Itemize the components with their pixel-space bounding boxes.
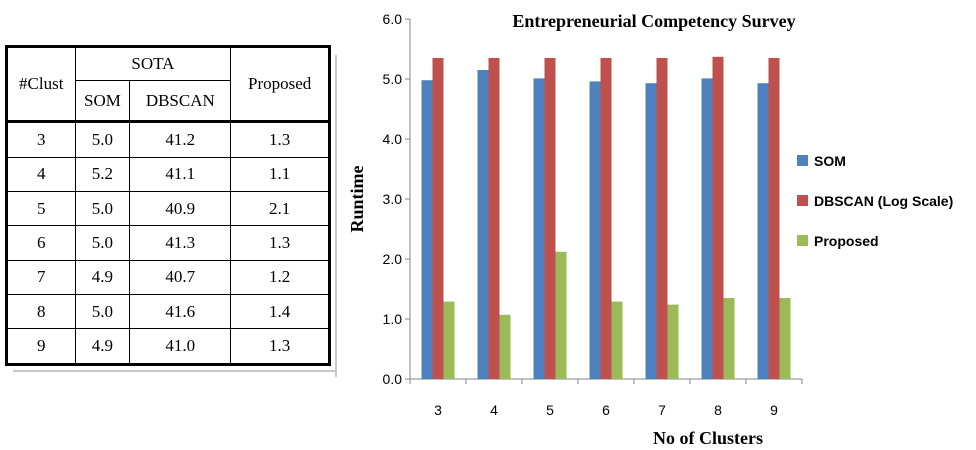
bar-dbscan-log-scale <box>544 58 556 379</box>
cell-proposed: 1.3 <box>230 121 330 158</box>
table-shadow-right <box>335 55 337 377</box>
x-axis-title: No of Clusters <box>653 428 763 448</box>
bar-som <box>421 80 433 379</box>
legend: SOM DBSCAN (Log Scale) Proposed <box>797 153 953 249</box>
y-tick-label: 1.0 <box>383 311 403 327</box>
y-tick-label: 5.0 <box>383 71 403 87</box>
table-row: 9 4.9 41.0 1.3 <box>6 328 330 365</box>
cell-dbscan: 41.0 <box>129 328 232 365</box>
bars <box>421 56 791 380</box>
table-row: 5 5.0 40.9 2.1 <box>6 190 330 227</box>
legend-swatch <box>797 235 808 246</box>
bar-proposed <box>611 301 623 379</box>
legend-label: DBSCAN (Log Scale) <box>814 193 953 209</box>
header-dbscan: DBSCAN <box>129 80 232 123</box>
x-tick-label: 3 <box>434 402 442 418</box>
header-som: SOM <box>74 80 131 123</box>
x-tick-label: 9 <box>770 402 778 418</box>
table-shadow-bottom <box>13 370 337 372</box>
runtime-chart: Entrepreneurial Competency Survey No of … <box>340 0 976 450</box>
header-sota: SOTA <box>74 46 232 81</box>
table-body: 3 5.0 41.2 1.3 4 5.2 41.1 1.1 5 5.0 40.9 2.1 6 5.0 41.… <box>6 121 330 365</box>
y-tick-label: 2.0 <box>383 251 403 267</box>
cell-som: 5.0 <box>74 190 131 227</box>
bar-som <box>533 78 545 380</box>
chart-svg: Entrepreneurial Competency Survey No of … <box>347 11 953 448</box>
legend-label: Proposed <box>814 233 879 249</box>
cell-dbscan: 41.3 <box>129 225 232 261</box>
bar-proposed <box>443 301 455 379</box>
cell-proposed: 1.4 <box>230 294 330 330</box>
cell-proposed: 1.2 <box>230 259 330 296</box>
bar-proposed <box>723 298 735 379</box>
bar-dbscan-log-scale <box>488 58 500 379</box>
cell-som: 5.0 <box>74 121 131 158</box>
cell-clusters: 6 <box>6 225 76 261</box>
cell-dbscan: 41.2 <box>129 121 232 158</box>
x-tick-label: 4 <box>490 402 498 418</box>
table-row: 7 4.9 40.7 1.2 <box>6 259 330 296</box>
cell-proposed: 1.3 <box>230 225 330 261</box>
cell-dbscan: 41.6 <box>129 294 232 330</box>
bar-dbscan-log-scale <box>656 58 668 379</box>
cell-clusters: 9 <box>6 328 76 365</box>
cell-som: 4.9 <box>74 328 131 365</box>
x-tick-label: 5 <box>546 402 554 418</box>
cell-clusters: 5 <box>6 190 76 227</box>
legend-swatch <box>797 155 808 166</box>
table-row: 6 5.0 41.3 1.3 <box>6 225 330 261</box>
bar-som <box>589 81 601 380</box>
bar-som <box>477 70 489 379</box>
legend-label: SOM <box>814 153 846 169</box>
cell-som: 4.9 <box>74 259 131 296</box>
cell-clusters: 8 <box>6 294 76 330</box>
y-tick-label: 6.0 <box>383 11 403 27</box>
bar-dbscan-log-scale <box>768 58 780 379</box>
y-tick-label: 4.0 <box>383 131 403 147</box>
axes: 0.0 1.0 2.0 3.0 4.0 5.0 6.0 3 4 5 6 7 8 9 <box>383 11 803 418</box>
bar-proposed <box>499 314 511 379</box>
bar-proposed <box>779 298 791 379</box>
chart-title: Entrepreneurial Competency Survey <box>512 11 795 31</box>
cell-dbscan: 41.1 <box>129 156 232 192</box>
cell-som: 5.0 <box>74 294 131 330</box>
bar-som <box>757 83 769 379</box>
cell-proposed: 1.1 <box>230 156 330 192</box>
bar-dbscan-log-scale <box>712 56 724 380</box>
table-row: 4 5.2 41.1 1.1 <box>6 156 330 192</box>
bar-proposed <box>555 251 567 379</box>
bar-dbscan-log-scale <box>432 58 444 379</box>
cell-dbscan: 40.7 <box>129 259 232 296</box>
bar-proposed <box>667 304 679 379</box>
y-axis-title: Runtime <box>347 165 367 232</box>
cell-clusters: 7 <box>6 259 76 296</box>
x-tick-label: 7 <box>658 402 666 418</box>
bar-dbscan-log-scale <box>600 58 612 379</box>
header-proposed: Proposed <box>230 46 330 123</box>
cell-proposed: 1.3 <box>230 328 330 365</box>
bar-som <box>645 83 657 379</box>
header-clusters: #Clust <box>6 46 76 123</box>
table-row: 3 5.0 41.2 1.3 <box>6 121 330 158</box>
runtime-table-container: #Clust SOTA Proposed SOM DBSCAN 3 5.0 41.2… <box>5 45 337 377</box>
cell-clusters: 4 <box>6 156 76 192</box>
cell-som: 5.2 <box>74 156 131 192</box>
x-tick-label: 8 <box>714 402 722 418</box>
cell-som: 5.0 <box>74 225 131 261</box>
legend-swatch <box>797 195 808 206</box>
x-tick-label: 6 <box>602 402 610 418</box>
y-tick-label: 0.0 <box>383 371 403 387</box>
cell-proposed: 2.1 <box>230 190 330 227</box>
runtime-table: #Clust SOTA Proposed SOM DBSCAN 3 5.0 41.2… <box>5 45 331 366</box>
bar-som <box>701 78 713 380</box>
table-row: 8 5.0 41.6 1.4 <box>6 294 330 330</box>
cell-dbscan: 40.9 <box>129 190 232 227</box>
y-tick-label: 3.0 <box>383 191 403 207</box>
cell-clusters: 3 <box>6 121 76 158</box>
